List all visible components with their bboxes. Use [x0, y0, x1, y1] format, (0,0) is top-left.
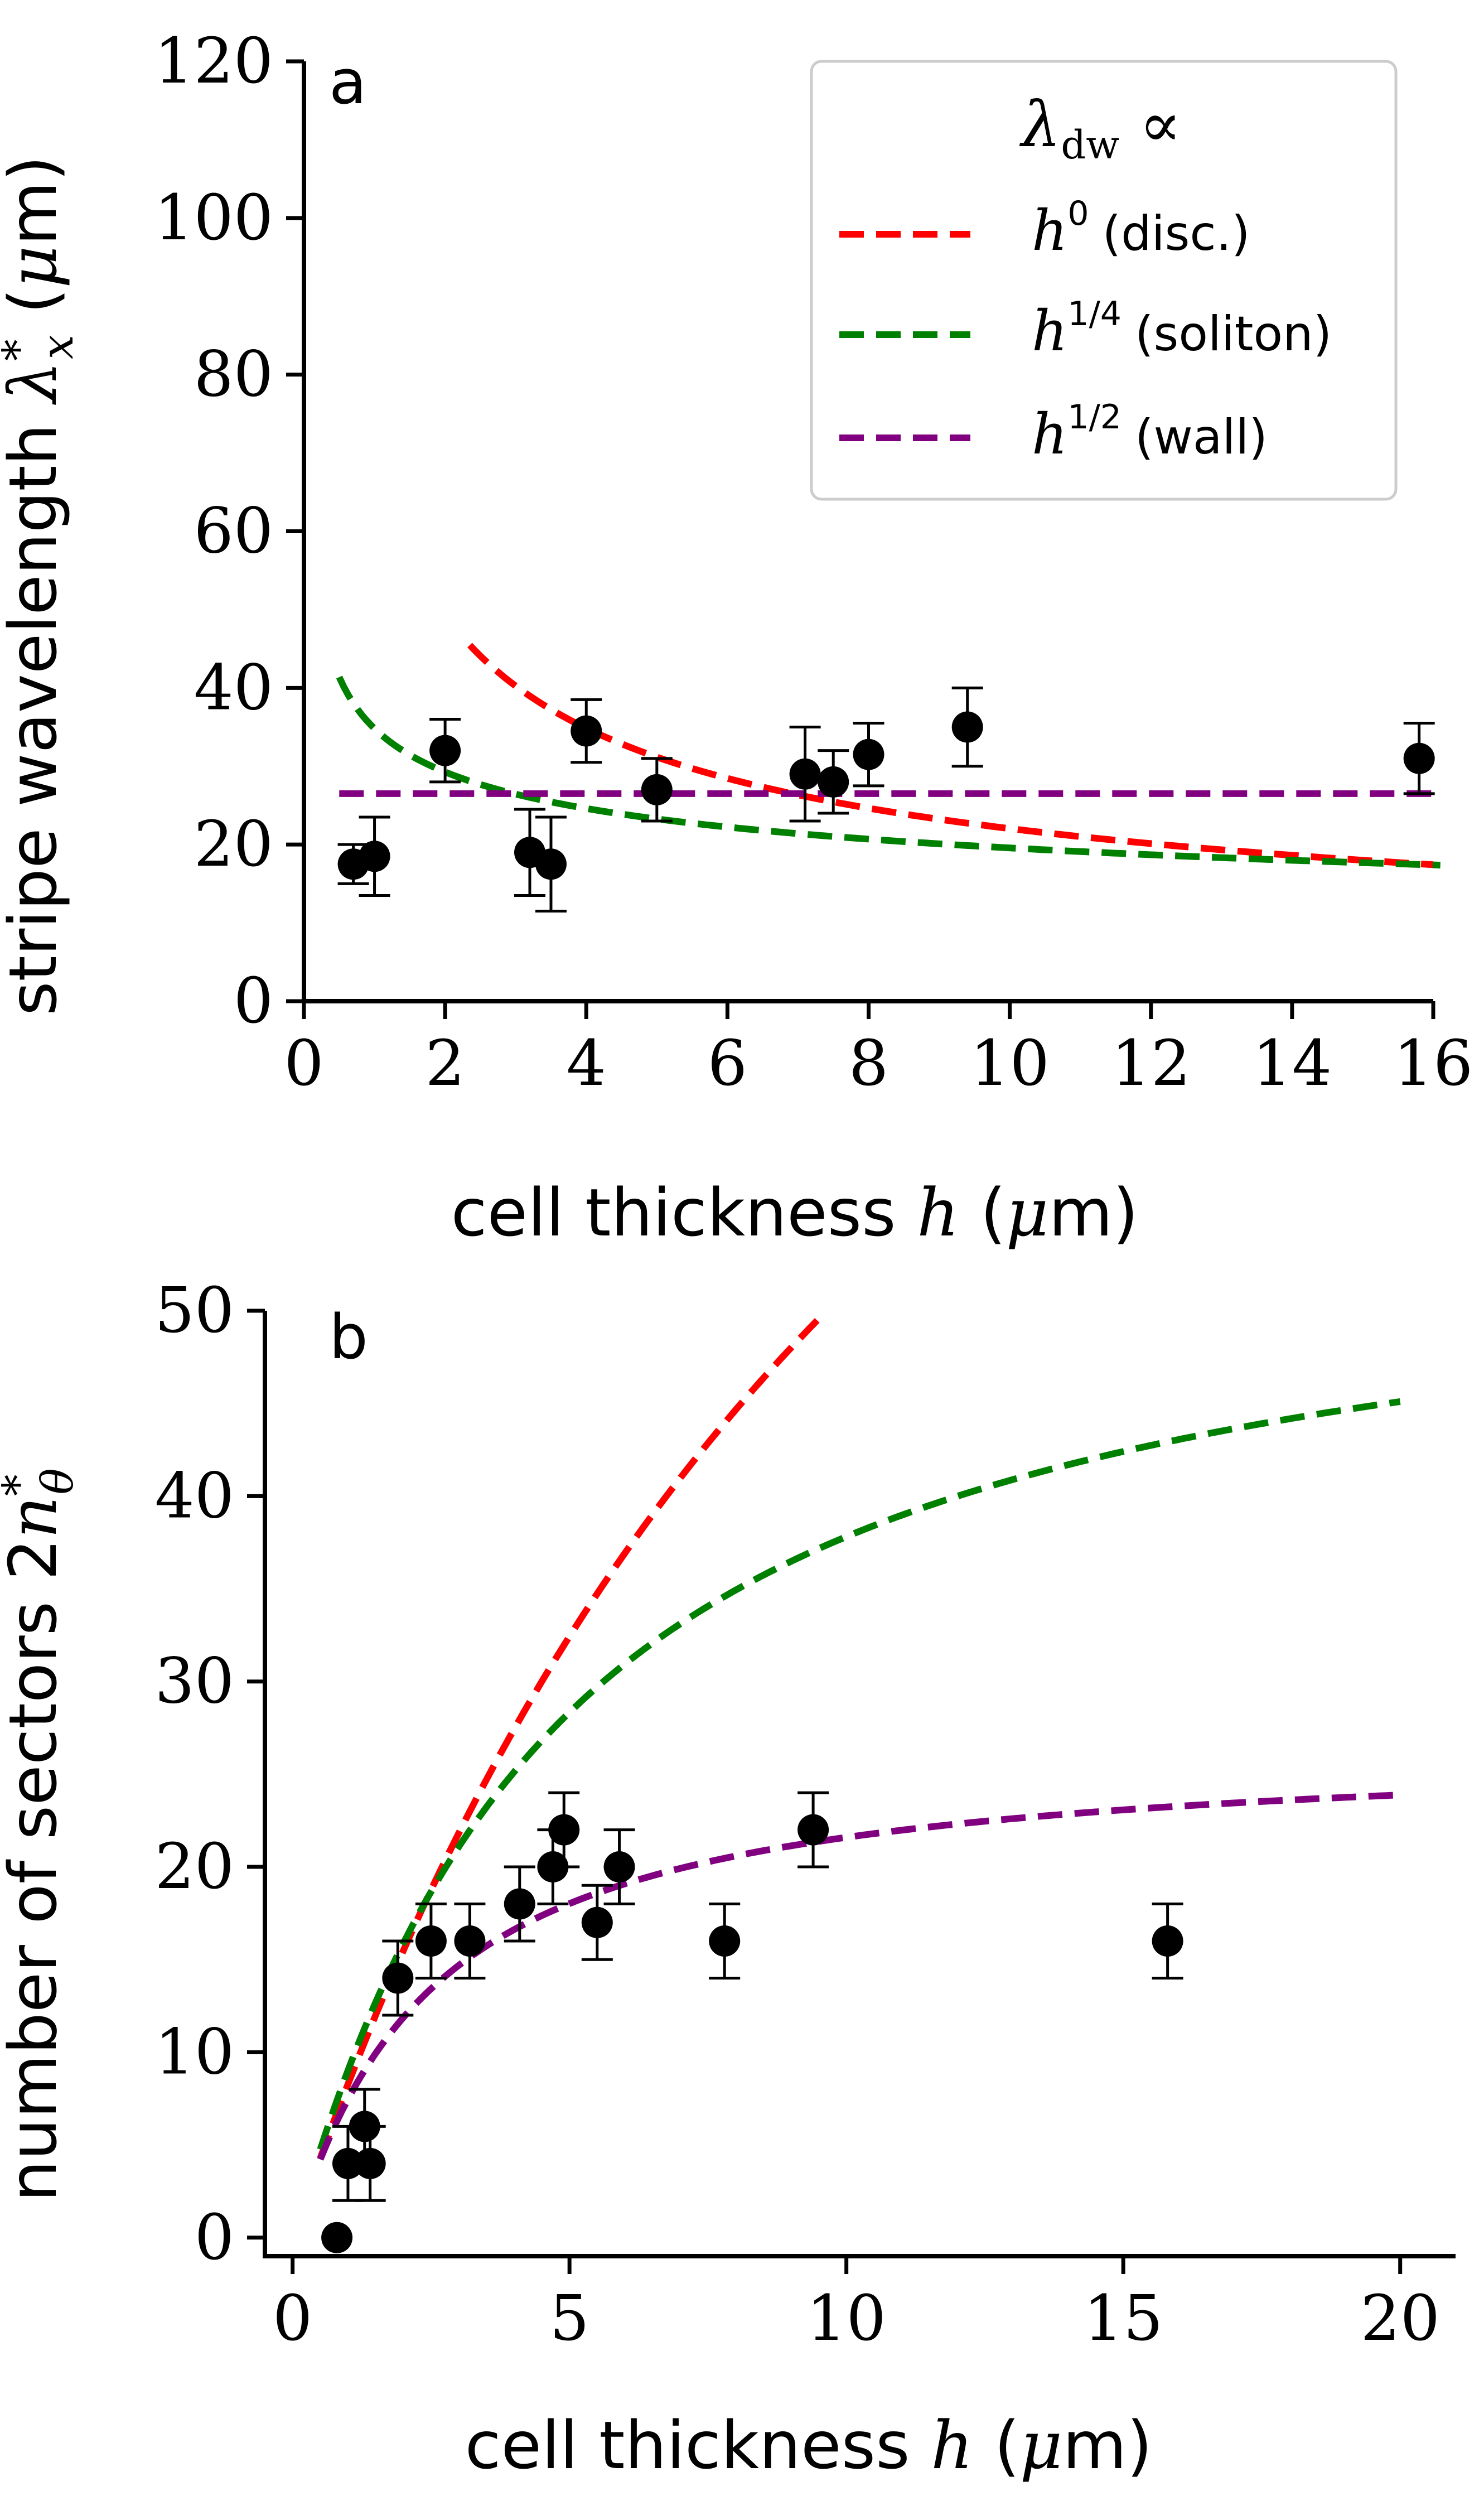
panel-a-ticks: 0 2 4 6 8 10 12 14 16 0 20 40 60 80 100 120 [154, 25, 1473, 1100]
x-tick-label: 12 [1111, 1027, 1191, 1100]
data-marker [641, 774, 673, 805]
data-point [853, 722, 884, 788]
model-line-wall [317, 1792, 1400, 2161]
legend-entry-disc: h0 (disc.) [1032, 194, 1250, 263]
x-tick-label: 14 [1253, 1027, 1332, 1100]
x-tick-label: 0 [284, 1027, 323, 1100]
data-point [535, 815, 567, 913]
data-point [581, 1884, 613, 1961]
data-marker [1403, 742, 1435, 774]
data-marker [359, 841, 390, 872]
data-point [359, 815, 390, 897]
y-tick-label: 60 [194, 495, 273, 568]
data-point [454, 1903, 486, 1980]
data-marker [789, 758, 821, 790]
data-point [1403, 722, 1435, 795]
data-marker [581, 1906, 613, 1938]
data-marker [603, 1851, 635, 1883]
model-line-soliton [317, 1398, 1401, 2151]
data-point [603, 1828, 635, 1906]
data-marker [382, 1962, 414, 1994]
data-marker [321, 2222, 353, 2253]
y-tick-label: 10 [154, 2016, 234, 2088]
x-tick-label: 0 [273, 2282, 312, 2355]
panel-a-y-axis-title: stripe wavelength λ*x (μm) [0, 156, 83, 1016]
data-marker [535, 848, 567, 880]
data-marker [951, 711, 983, 743]
data-point [951, 686, 983, 768]
data-point [641, 757, 673, 823]
model-line-soliton [336, 675, 1441, 869]
data-point [571, 698, 602, 764]
data-point [354, 2125, 386, 2202]
y-tick-label: 30 [154, 1645, 234, 1718]
y-tick-label: 80 [194, 339, 273, 411]
data-marker [818, 766, 849, 798]
data-marker [571, 715, 602, 747]
data-marker [548, 1814, 580, 1846]
x-tick-label: 4 [567, 1027, 606, 1100]
data-point [504, 1865, 535, 1943]
panel-b-y-axis-title: number of sectors 2n*θ [0, 1468, 83, 2201]
y-tick-label: 120 [154, 25, 273, 98]
y-tick-label: 0 [195, 2201, 234, 2274]
data-marker [429, 735, 461, 766]
data-point [709, 1903, 741, 1980]
model-line-disc [467, 643, 1434, 868]
panel-b: 0 5 10 15 20 0 10 20 30 40 50 b cell thickness h (… [0, 1274, 1456, 2484]
x-tick-label: 20 [1360, 2282, 1440, 2355]
x-tick-label: 6 [708, 1027, 747, 1100]
data-point [797, 1791, 829, 1869]
y-tick-label: 20 [194, 808, 273, 881]
data-point [818, 749, 849, 815]
data-point [789, 726, 821, 823]
legend: λdw ∝ h0 (disc.) h1/4 (soliton) h1/2 (wall) [810, 60, 1398, 501]
legend-frame [810, 60, 1398, 501]
data-marker [504, 1888, 535, 1920]
y-tick-label: 50 [154, 1274, 234, 1347]
x-tick-label: 5 [550, 2282, 589, 2355]
y-tick-label: 40 [154, 1460, 234, 1532]
data-marker [853, 738, 884, 770]
data-marker [454, 1925, 486, 1957]
data-point [1152, 1903, 1183, 1980]
y-tick-label: 40 [194, 651, 273, 724]
panel-a-data-points [337, 686, 1435, 913]
data-marker [709, 1925, 741, 1957]
panel-a: 0 2 4 6 8 10 12 14 16 0 20 40 60 80 100 120 a cell thic… [0, 25, 1473, 1251]
x-tick-label: 10 [806, 2282, 886, 2355]
data-marker [415, 1925, 447, 1957]
data-point [415, 1903, 447, 1980]
panel-b-model-lines [317, 1310, 1401, 2161]
x-tick-label: 15 [1084, 2282, 1163, 2355]
legend-title: λdw ∝ [1019, 89, 1181, 168]
data-point [548, 1791, 580, 1869]
panel-a-model-lines [336, 643, 1441, 869]
panel-a-label: a [329, 46, 366, 118]
panel-b-label: b [329, 1301, 368, 1373]
x-tick-label: 8 [849, 1027, 888, 1100]
y-tick-label: 100 [154, 182, 273, 254]
x-tick-label: 10 [970, 1027, 1050, 1100]
x-tick-label: 2 [425, 1027, 465, 1100]
data-marker [1152, 1925, 1183, 1957]
data-marker [332, 2147, 364, 2179]
data-point [429, 718, 461, 784]
data-marker [354, 2147, 386, 2179]
panel-a-x-axis-title: cell thickness h (μm) [451, 1174, 1139, 1251]
x-tick-label: 16 [1394, 1027, 1473, 1100]
panel-b-ticks: 0 5 10 15 20 0 10 20 30 40 50 [154, 1274, 1439, 2355]
data-point [382, 1939, 414, 2017]
y-tick-label: 0 [234, 965, 273, 1037]
data-marker [797, 1814, 829, 1846]
model-line-disc [317, 1310, 828, 2160]
legend-entry-wall: h1/2 (wall) [1032, 398, 1268, 467]
y-tick-label: 20 [154, 1831, 234, 1903]
panel-b-x-axis-title: cell thickness h (μm) [465, 2407, 1153, 2484]
data-point [321, 2222, 353, 2253]
legend-entry-soliton: h1/4 (soliton) [1032, 295, 1332, 364]
panel-b-data-points [321, 1791, 1183, 2253]
